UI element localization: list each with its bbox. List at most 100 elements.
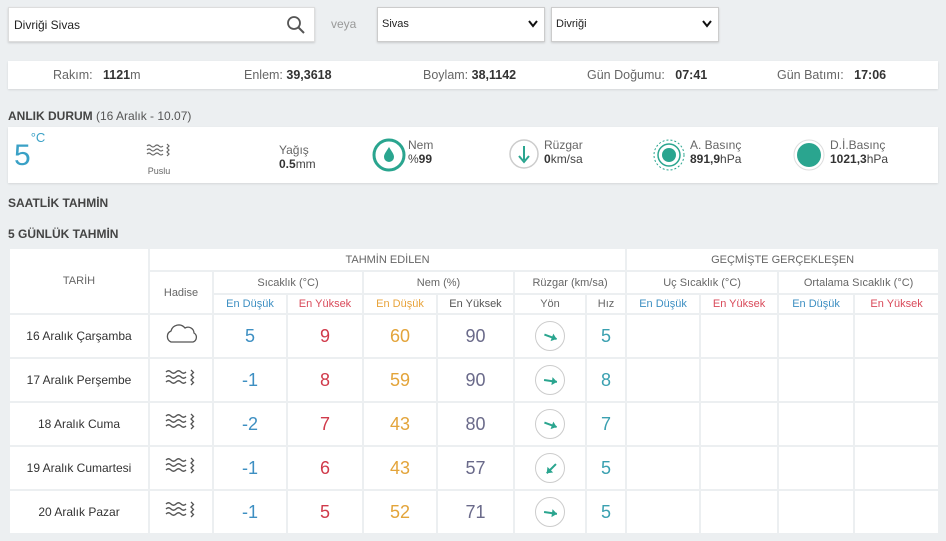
wind-arrow-icon — [546, 463, 557, 474]
city-select[interactable]: Sivas — [377, 7, 545, 42]
search-icon[interactable] — [286, 15, 306, 35]
row-event — [148, 313, 214, 359]
wind-speed: 5 — [584, 445, 628, 491]
search-box — [8, 7, 315, 42]
temp-min: -1 — [212, 489, 288, 535]
col-hum-max: En Yüksek — [436, 293, 515, 315]
wind-speed: 8 — [584, 357, 628, 403]
humidity-max: 71 — [436, 489, 515, 535]
row-date: 18 Aralık Cuma — [8, 401, 150, 447]
table-row: 20 Aralık Pazar -1 5 52 71 5 — [8, 489, 941, 535]
humidity-min: 59 — [362, 357, 438, 403]
wind-arrow-icon — [544, 421, 557, 430]
table-row: 17 Aralık Perşembe -1 8 59 90 8 — [8, 357, 941, 403]
humidity-max: 80 — [436, 401, 515, 447]
humidity-max: 90 — [436, 313, 515, 359]
fog-icon — [146, 143, 170, 157]
fog-icon — [165, 457, 195, 473]
hourly-forecast-title[interactable]: SAATLİK TAHMİN — [8, 196, 109, 210]
humidity-icon — [372, 138, 406, 172]
pressure-disc-icon — [793, 139, 825, 171]
wind-direction — [513, 445, 587, 491]
table-row: 18 Aralık Cuma -2 7 43 80 7 — [8, 401, 941, 447]
district-select[interactable]: Divriği — [551, 7, 719, 42]
col-temp-min: En Düşük — [212, 293, 288, 315]
row-date: 17 Aralık Perşembe — [8, 357, 150, 403]
search-bar: veya Sivas Divriği — [8, 7, 938, 42]
current-conditions-panel: 5°C Puslu Yağış 0.5mm Nem %99 Rüzgar 0km… — [8, 127, 938, 183]
temp-min: -1 — [212, 445, 288, 491]
altitude: Rakım: 1121m — [53, 68, 141, 82]
row-event — [148, 489, 214, 535]
fog-icon — [165, 501, 195, 517]
col-date: TARİH — [8, 247, 150, 315]
latitude: Enlem: 39,3618 — [244, 68, 332, 82]
row-date: 20 Aralık Pazar — [8, 489, 150, 535]
district-select-value: Divriği — [556, 18, 587, 30]
humidity-min: 52 — [362, 489, 438, 535]
wind-arrow-down-icon — [509, 139, 539, 169]
row-date: 16 Aralık Çarşamba — [8, 313, 150, 359]
temp-max: 5 — [286, 489, 364, 535]
location-info-bar: Rakım: 1121m Enlem: 39,3618 Boylam: 38,1… — [8, 61, 938, 89]
group-actual: GEÇMİŞTE GERÇEKLEŞEN — [625, 247, 941, 272]
wind-direction — [513, 313, 587, 359]
humidity-max: 90 — [436, 357, 515, 403]
temp-min: -2 — [212, 401, 288, 447]
wind-direction — [513, 357, 587, 403]
five-day-forecast-title: 5 GÜNLÜK TAHMİN — [8, 227, 119, 241]
wind-direction — [513, 489, 587, 535]
chevron-down-icon — [528, 20, 538, 28]
temp-min: -1 — [212, 357, 288, 403]
col-wind-dir: Yön — [513, 293, 587, 315]
temp-min: 5 — [212, 313, 288, 359]
col-temp-max: En Yüksek — [286, 293, 364, 315]
wind-arrow-icon — [543, 377, 558, 386]
group-forecast: TAHMİN EDİLEN — [147, 247, 628, 272]
longitude: Boylam: 38,1142 — [423, 68, 517, 82]
search-input[interactable] — [9, 8, 279, 41]
row-event — [148, 401, 214, 447]
temp-max: 7 — [286, 401, 364, 447]
current-conditions-title: ANLIK DURUM (16 Aralık - 10.07) — [8, 109, 192, 123]
fog-icon — [165, 413, 195, 429]
sunrise: Gün Doğumu: 07:41 — [587, 68, 708, 82]
precipitation: Yağış 0.5mm — [279, 143, 316, 171]
row-event — [148, 445, 214, 491]
col-wind-speed: Hız — [584, 293, 628, 315]
wind-speed: 5 — [584, 489, 628, 535]
col-temperature: Sıcaklık (°C) — [212, 270, 364, 295]
col-ext-max: En Yüksek — [699, 293, 780, 315]
fog-icon — [165, 369, 195, 385]
col-hum-min: En Düşük — [362, 293, 438, 315]
wind-direction — [513, 401, 587, 447]
cloud-icon — [166, 323, 198, 343]
city-select-value: Sivas — [382, 18, 409, 30]
col-avg-min: En Düşük — [777, 293, 856, 315]
pressure-ring-icon — [653, 139, 685, 171]
table-row: 19 Aralık Cumartesi -1 6 43 57 5 — [8, 445, 941, 491]
current-temperature: 5°C — [14, 130, 46, 172]
col-event: Hadise — [148, 270, 214, 315]
col-humidity: Nem (%) — [362, 270, 515, 295]
col-ext-min: En Düşük — [625, 293, 702, 315]
current-condition: Puslu — [144, 143, 174, 176]
temp-max: 9 — [286, 313, 364, 359]
col-avg-temp: Ortalama Sıcaklık (°C) — [777, 270, 941, 295]
col-avg-max: En Yüksek — [853, 293, 941, 315]
table-row: 16 Aralık Çarşamba 5 9 60 90 5 — [8, 313, 941, 359]
wind-speed: 5 — [584, 313, 628, 359]
veya-label: veya — [331, 17, 357, 31]
humidity-min: 60 — [362, 313, 438, 359]
temp-max: 8 — [286, 357, 364, 403]
humidity-max: 57 — [436, 445, 515, 491]
temp-max: 6 — [286, 445, 364, 491]
wind-arrow-icon — [544, 333, 557, 342]
row-date: 19 Aralık Cumartesi — [8, 445, 150, 491]
humidity-min: 43 — [362, 445, 438, 491]
col-extreme-temp: Uç Sıcaklık (°C) — [625, 270, 780, 295]
row-event — [148, 357, 214, 403]
wind-speed: 7 — [584, 401, 628, 447]
sunset: Gün Batımı: 17:06 — [777, 68, 887, 82]
col-wind: Rüzgar (km/sa) — [512, 270, 628, 295]
